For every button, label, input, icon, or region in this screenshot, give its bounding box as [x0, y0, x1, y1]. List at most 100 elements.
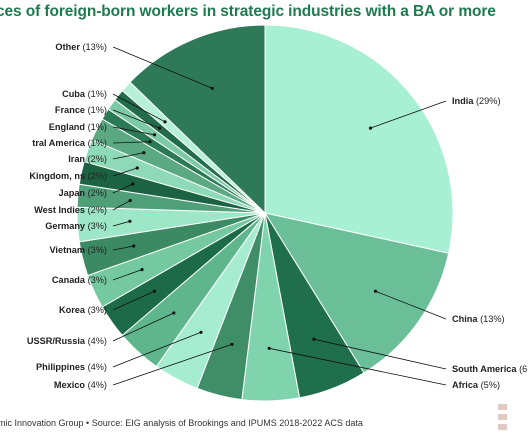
slice-label-percent: (2%) — [88, 171, 107, 181]
slice-label-percent: (2%) — [88, 205, 107, 215]
slice-label-vietnam: Vietnam (3%) — [49, 245, 107, 255]
slice-label-china: China (13%) — [452, 314, 505, 324]
leader-line-japan — [112, 183, 133, 194]
slice-label-iran: Iran (2%) — [68, 154, 107, 164]
slice-label-percent: (13%) — [480, 314, 505, 324]
slice-label-name: Vietnam — [49, 245, 87, 255]
slice-label-percent: (1%) — [88, 122, 107, 132]
slice-label-percent: (4%) — [88, 380, 107, 390]
pie-slice-china — [263, 212, 450, 374]
leader-line-england — [112, 126, 155, 136]
slice-label-percent: (2%) — [88, 154, 107, 164]
slice-label-japan: Japan (2%) — [58, 188, 107, 198]
leader-line-korea — [112, 290, 155, 311]
leader-line-philippines — [112, 331, 202, 368]
slice-label-name: Japan — [58, 188, 87, 198]
leader-line-france — [112, 109, 160, 129]
slice-label-england: England (1%) — [49, 122, 107, 132]
slice-label-percent: (3%) — [88, 221, 107, 231]
leader-dot-kingdom-ns — [135, 166, 139, 170]
slice-label-name: Africa — [452, 380, 481, 390]
slice-label-percent: (2%) — [88, 188, 107, 198]
leader-dot-south-america — [312, 337, 316, 341]
slice-label-kingdom-ns: Kingdom, ns (2%) — [29, 171, 107, 181]
leader-dot-korea — [152, 289, 157, 293]
leader-line-west-indies — [112, 200, 131, 211]
leader-line-china — [375, 290, 447, 320]
slice-label-name: Korea — [59, 305, 88, 315]
leader-lines — [112, 46, 447, 386]
leader-dot-cuba — [163, 120, 167, 124]
leader-line-ussr-russia — [112, 312, 174, 342]
pie-slice-other — [129, 24, 266, 215]
slice-label-ussr-russia: USSR/Russia (4%) — [27, 336, 107, 346]
leader-dot-philippines — [199, 330, 203, 334]
slice-label-name: China — [452, 314, 480, 324]
slice-label-name: England — [49, 122, 88, 132]
slice-label-name: France — [55, 105, 88, 115]
leader-line-cuba — [112, 93, 166, 123]
pie-slices — [76, 24, 454, 402]
brand-logo — [498, 404, 512, 434]
slice-label-name: Iran — [68, 154, 87, 164]
slice-label-percent: (1%) — [88, 105, 107, 115]
leader-line-tral-america — [112, 141, 150, 144]
leader-line-kingdom-ns — [112, 167, 138, 177]
slice-label-other: Other (13%) — [55, 42, 107, 52]
leader-line-mexico — [112, 343, 233, 386]
slice-label-mexico: Mexico (4%) — [54, 380, 107, 390]
leader-dot-ussr-russia — [172, 311, 176, 315]
leader-dot-germany — [128, 219, 132, 223]
leader-dot-vietnam — [132, 244, 136, 248]
chart-title: ces of foreign-born workers in strategic… — [0, 3, 496, 20]
slice-label-percent: (1%) — [88, 89, 107, 99]
slice-label-percent: (6 — [519, 364, 527, 374]
slice-label-name: Philippines — [36, 362, 88, 372]
slice-label-india: India (29%) — [452, 96, 501, 106]
leader-dot-iran — [142, 151, 146, 155]
slice-label-percent: (3%) — [88, 305, 107, 315]
slice-label-canada: Canada (3%) — [52, 275, 107, 285]
leader-dot-japan — [131, 182, 135, 186]
slice-label-name: Canada — [52, 275, 88, 285]
slice-label-west-indies: West Indies (2%) — [34, 205, 107, 215]
source-footer: mic Innovation Group • Source: EIG analy… — [0, 418, 363, 428]
slice-label-germany: Germany (3%) — [45, 221, 107, 231]
slice-label-south-america: South America (6 — [452, 364, 527, 374]
slice-label-philippines: Philippines (4%) — [36, 362, 107, 372]
leader-line-other — [112, 46, 213, 89]
leader-dot-west-indies — [128, 198, 132, 203]
slice-label-percent: (4%) — [88, 362, 107, 372]
leader-dot-china — [373, 289, 378, 293]
leader-dot-tral-america — [148, 140, 152, 144]
leader-dot-africa — [267, 346, 271, 350]
leader-line-iran — [112, 152, 144, 160]
slice-label-name: West Indies — [34, 205, 87, 215]
slice-label-name: South America — [452, 364, 519, 374]
slice-label-name: India — [452, 96, 476, 106]
leader-line-vietnam — [112, 245, 134, 251]
leader-line-africa — [269, 347, 447, 386]
pie-slice-india — [264, 24, 454, 254]
slice-label-cuba: Cuba (1%) — [62, 89, 107, 99]
slice-label-percent: (1%) — [88, 138, 107, 148]
leader-dot-india — [368, 126, 373, 130]
slice-label-percent: (13%) — [82, 42, 107, 52]
slice-labels: India (29%) China (13%) South America (6 Af… — [27, 42, 527, 390]
slice-label-percent: (3%) — [88, 275, 107, 285]
slice-label-percent: (5%) — [481, 380, 500, 390]
slice-label-name: USSR/Russia — [27, 336, 88, 346]
leader-line-germany — [112, 220, 131, 227]
leader-dot-england — [152, 133, 157, 137]
leader-dot-mexico — [230, 342, 234, 346]
slice-label-percent: (3%) — [88, 245, 107, 255]
slice-label-percent: (29%) — [476, 96, 501, 106]
slice-label-name: Mexico — [54, 380, 88, 390]
leader-dot-canada — [140, 268, 144, 272]
slice-label-tral-america: tral America (1%) — [32, 138, 107, 148]
slice-label-korea: Korea (3%) — [59, 305, 107, 315]
leader-dot-france — [157, 126, 162, 130]
slice-label-name: tral America — [32, 138, 87, 148]
leader-line-india — [370, 100, 447, 129]
